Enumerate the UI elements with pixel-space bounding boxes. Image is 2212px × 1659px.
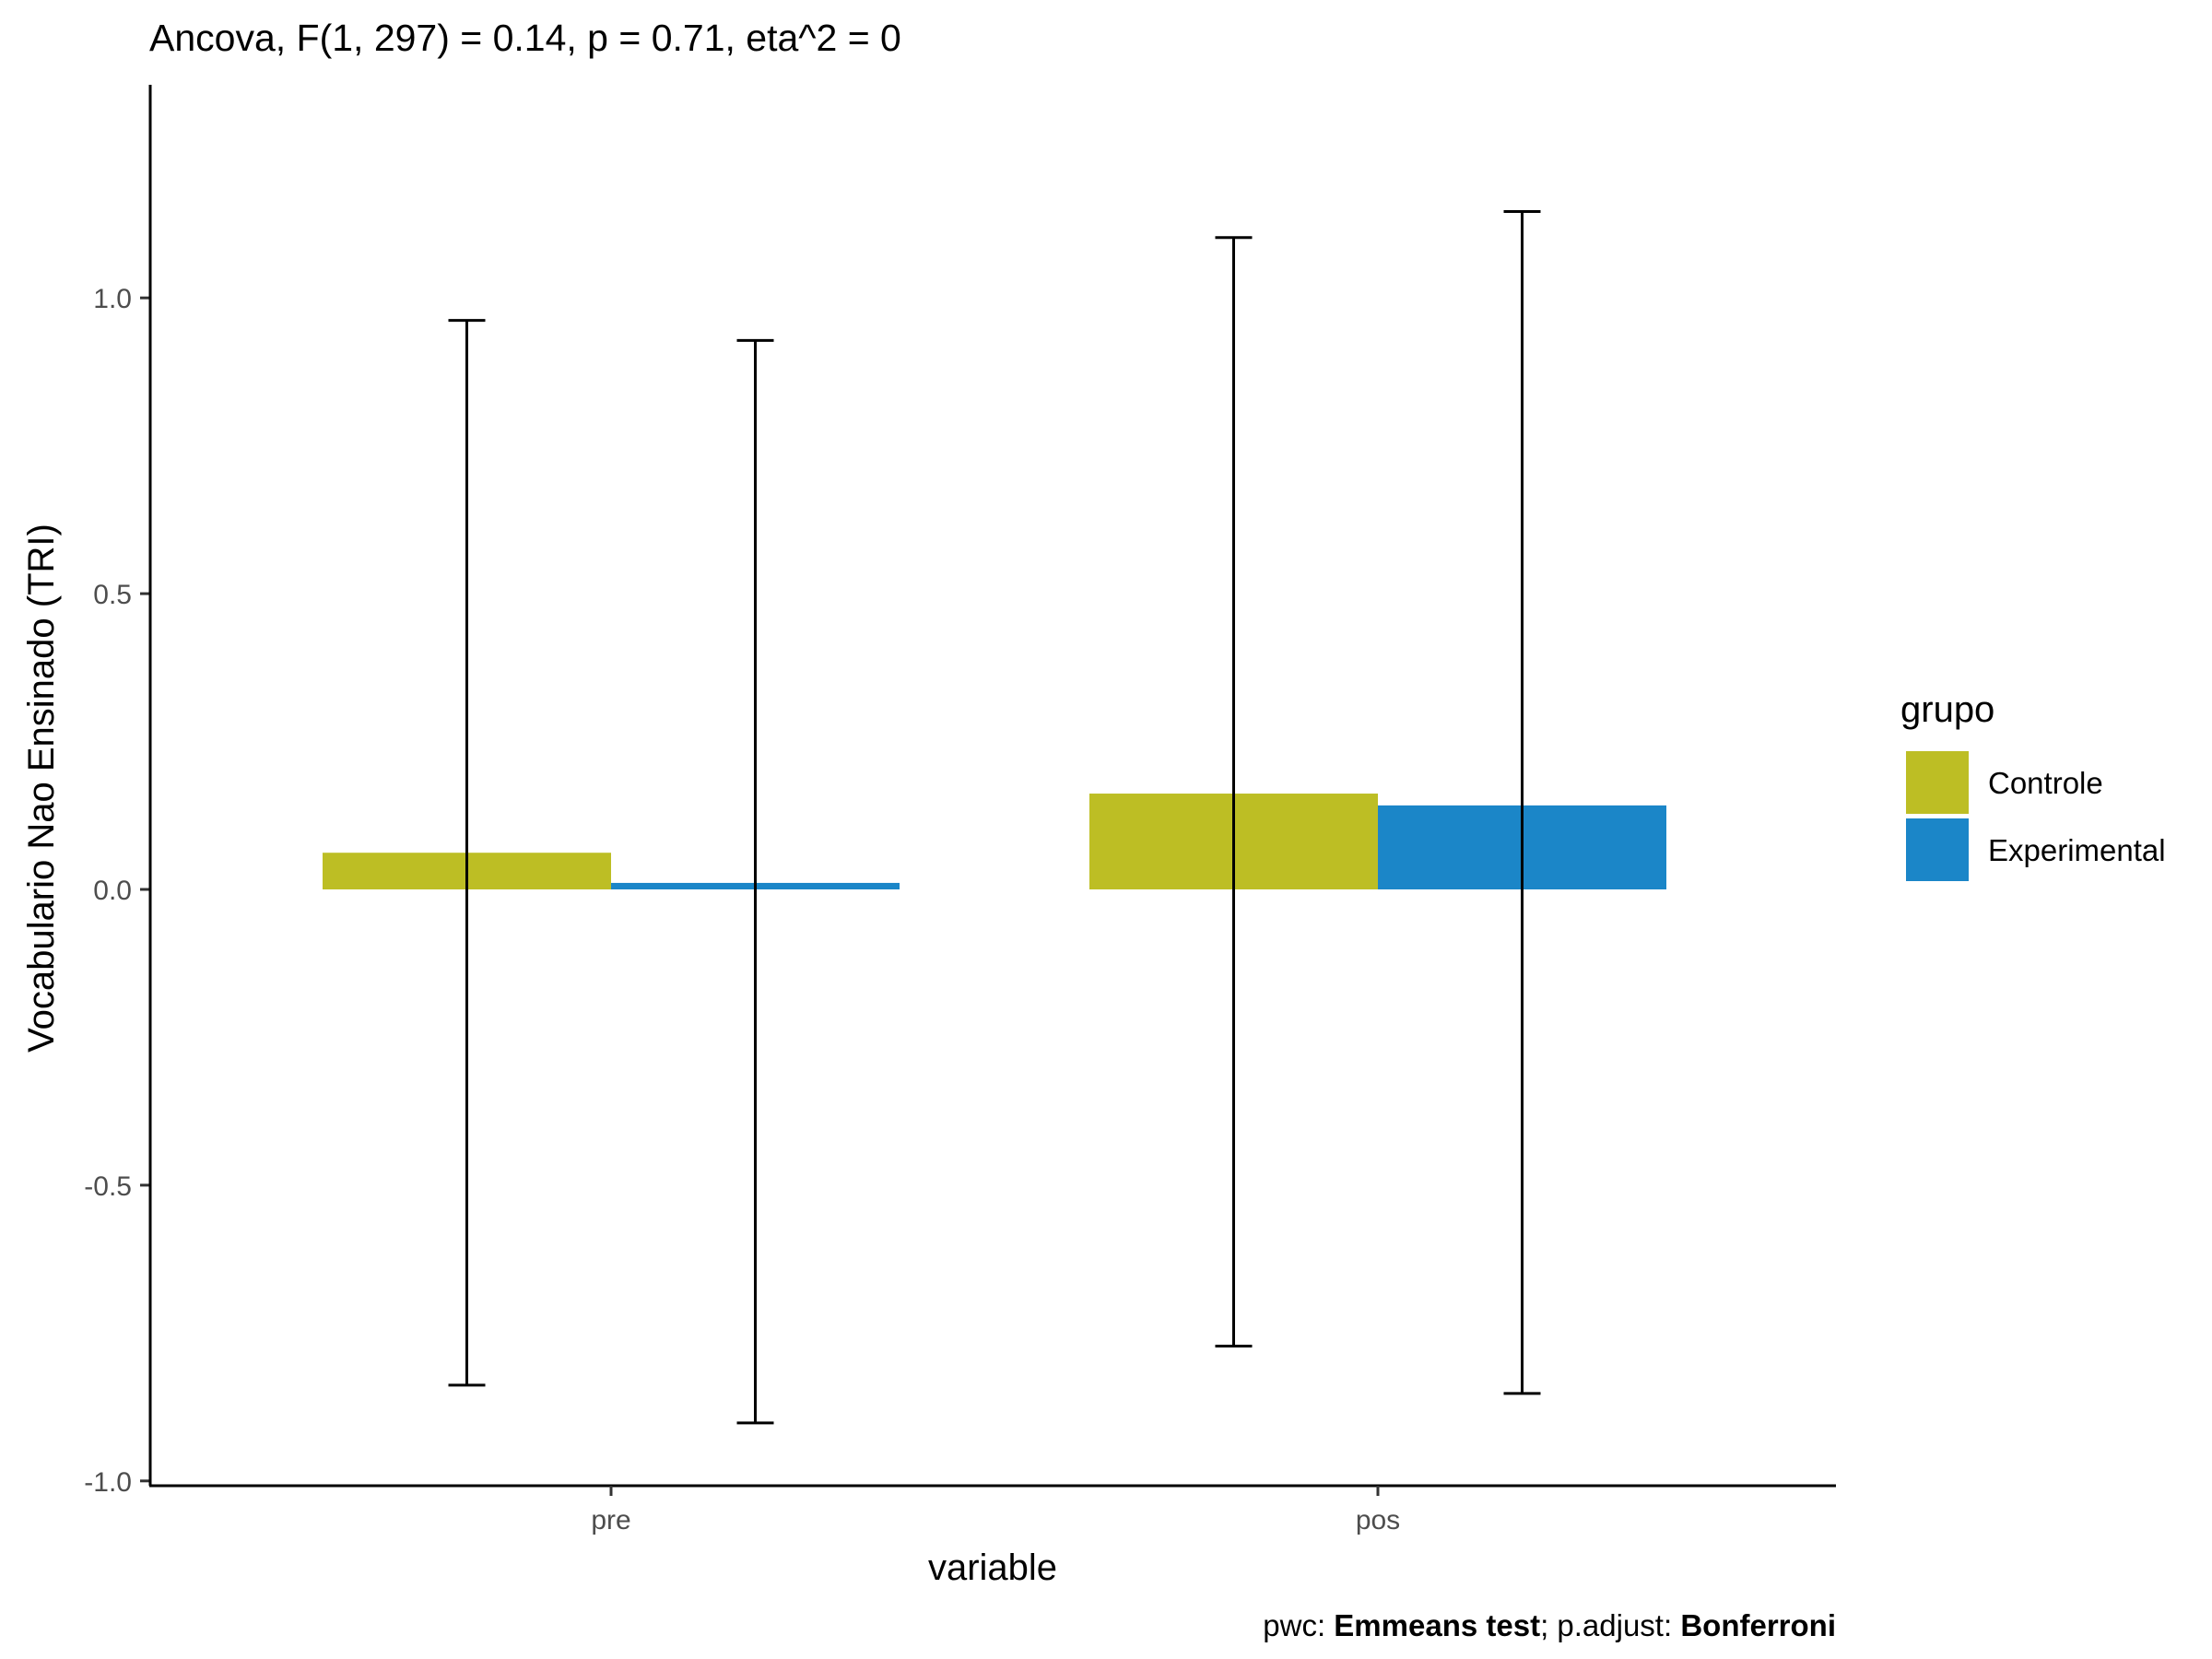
x-tick-label-pos: pos — [1356, 1505, 1400, 1535]
legend: grupo Controle Experimental — [1900, 689, 2166, 881]
caption-adjust: Bonferroni — [1680, 1608, 1836, 1642]
x-axis-ticks: pre pos — [591, 1486, 1400, 1535]
x-tick-label-pre: pre — [591, 1505, 630, 1535]
y-tick-label: -0.5 — [84, 1171, 132, 1202]
caption-prefix: pwc: — [1263, 1608, 1334, 1642]
y-tick-label: 0.5 — [93, 580, 132, 610]
caption-middle: ; p.adjust: — [1540, 1608, 1680, 1642]
bars — [323, 794, 1666, 889]
y-axis-ticks: -1.0 -0.5 0.0 0.5 1.0 — [84, 284, 150, 1498]
legend-key-experimental — [1906, 818, 1969, 881]
legend-items: Controle Experimental — [1906, 751, 2166, 881]
legend-key-controle — [1906, 751, 1969, 814]
chart-title: Ancova, F(1, 297) = 0.14, p = 0.71, eta^… — [149, 17, 901, 59]
caption-method: Emmeans test — [1334, 1608, 1540, 1642]
y-tick-label: -1.0 — [84, 1467, 132, 1498]
y-tick-label: 0.0 — [93, 876, 132, 906]
y-tick-label: 1.0 — [93, 284, 132, 314]
legend-label-experimental: Experimental — [1988, 833, 2166, 867]
error-bars — [448, 209, 1541, 1425]
legend-title: grupo — [1900, 689, 1994, 730]
legend-label-controle: Controle — [1988, 766, 2103, 800]
x-axis-title: variable — [928, 1547, 1057, 1588]
caption: pwc: Emmeans test; p.adjust: Bonferroni — [1263, 1608, 1836, 1642]
y-axis-title: Vocabulario Nao Ensinado (TRI) — [21, 524, 62, 1053]
